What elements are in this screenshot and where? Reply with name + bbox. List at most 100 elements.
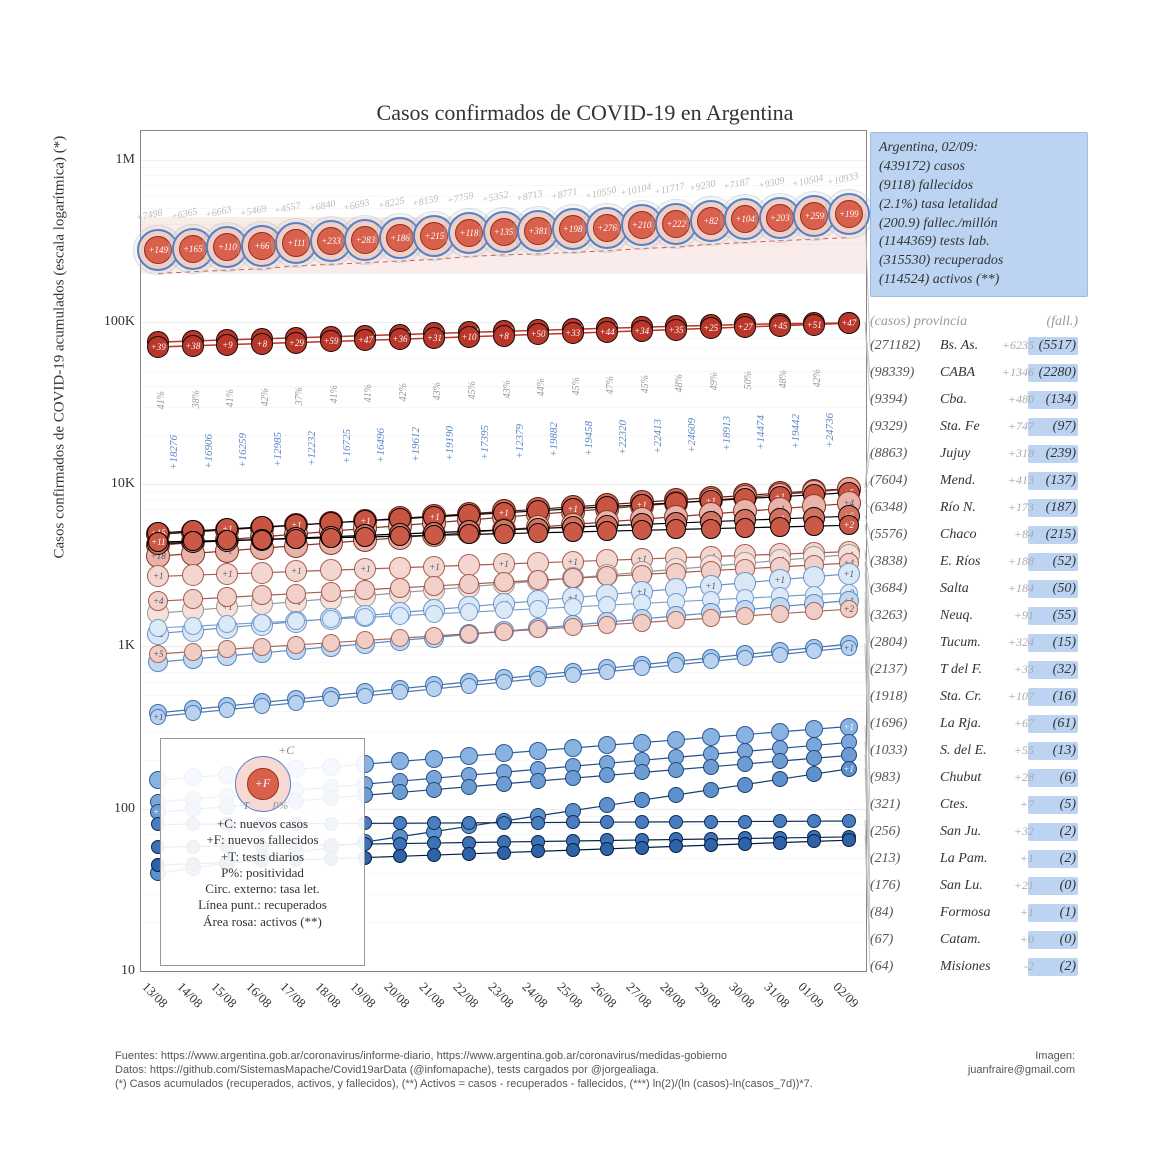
prov-cases: (9394) <box>870 392 940 408</box>
x-tick: 17/08 <box>277 979 309 1011</box>
prov-fall: (52) <box>1028 553 1078 571</box>
x-tick: 16/08 <box>243 979 275 1011</box>
x-tick: 24/08 <box>519 979 551 1011</box>
prov-header-right: (fall.) <box>1047 314 1079 330</box>
prov-fall: (16) <box>1028 688 1078 706</box>
prov-cases: (983) <box>870 770 940 786</box>
summary-recov: (315530) recuperados <box>879 252 1079 271</box>
summary-deaths: (9118) fallecidos <box>879 177 1079 196</box>
legend-label-c: +C <box>278 743 294 758</box>
prov-delta: +32 <box>1014 824 1034 839</box>
x-tick: 29/08 <box>691 979 723 1011</box>
province-row: (9394)Cba.+480(134) <box>870 386 1078 413</box>
prov-cases: (7604) <box>870 473 940 489</box>
prov-fall: (5) <box>1028 796 1078 814</box>
summary-tests: (1144369) tests lab. <box>879 233 1079 252</box>
x-tick: 19/08 <box>346 979 378 1011</box>
x-tick: 14/08 <box>174 979 206 1011</box>
x-tick: 22/08 <box>450 979 482 1011</box>
summary-active: (114524) activos (**) <box>879 271 1079 290</box>
footer-l3: (*) Casos acumulados (recuperados, activ… <box>115 1078 1075 1092</box>
data-bubble <box>427 848 441 862</box>
prov-name: Formosa <box>940 905 1028 921</box>
prov-fall: (97) <box>1028 418 1078 436</box>
data-bubble <box>497 846 511 860</box>
data-bubble <box>635 841 649 855</box>
prov-cases: (3684) <box>870 581 940 597</box>
province-row: (2137)T del F.+33(32) <box>870 656 1078 683</box>
legend-diagram: +F +C T P% <box>165 743 360 813</box>
prov-cases: (64) <box>870 959 940 975</box>
prov-delta: +188 <box>1008 554 1034 569</box>
prov-delta: +84 <box>1014 527 1034 542</box>
province-row: (3838)E. Ríos+188(52) <box>870 548 1078 575</box>
x-tick: 30/08 <box>726 979 758 1011</box>
x-tick: 23/08 <box>484 979 516 1011</box>
prov-cases: (1918) <box>870 689 940 705</box>
province-row: (67)Catam.+0(0) <box>870 926 1078 953</box>
y-tick: 10K <box>111 476 135 492</box>
province-row: (1696)La Rja.+67(61) <box>870 710 1078 737</box>
prov-cases: (84) <box>870 905 940 921</box>
prov-delta: +747 <box>1008 419 1034 434</box>
footer-r2: juanfraire@gmail.com <box>968 1064 1075 1076</box>
legend-label-t: T <box>243 800 249 814</box>
prov-name: Catam. <box>940 932 1028 948</box>
prov-delta: +107 <box>1008 689 1034 704</box>
prov-cases: (3838) <box>870 554 940 570</box>
x-tick: 13/08 <box>139 979 171 1011</box>
summary-cases: (439172) casos <box>879 158 1079 177</box>
y-tick: 1M <box>116 152 135 168</box>
prov-fall: (13) <box>1028 742 1078 760</box>
prov-delta: +55 <box>1014 743 1034 758</box>
prov-fall: (2280) <box>1028 364 1078 382</box>
prov-delta: +28 <box>1014 770 1034 785</box>
summary-box: Argentina, 02/09: (439172) casos (9118) … <box>870 132 1088 297</box>
legend-l1: +C: nuevos casos <box>165 816 360 832</box>
legend-l3: +T: tests diarios <box>165 849 360 865</box>
data-bubble <box>600 842 614 856</box>
prov-cases: (3263) <box>870 608 940 624</box>
prov-fall: (32) <box>1028 661 1078 679</box>
summary-date: Argentina, 02/09: <box>879 139 1079 158</box>
footer-l2: Datos: https://github.com/SistemasMapach… <box>115 1064 1075 1078</box>
data-bubble <box>807 834 821 848</box>
summary-dpm: (200.9) fallec./millón <box>879 215 1079 234</box>
y-tick: 1K <box>118 638 135 654</box>
prov-fall: (187) <box>1028 499 1078 517</box>
prov-delta: +324 <box>1008 635 1034 650</box>
prov-cases: (8863) <box>870 446 940 462</box>
province-row: (98339)CABA+1346(2280) <box>870 359 1078 386</box>
footer-r1: Imagen: <box>1035 1050 1075 1062</box>
y-tick: 100K <box>104 314 135 330</box>
prov-delta: +1 <box>1020 905 1034 920</box>
prov-cases: (6348) <box>870 500 940 516</box>
province-row: (7604)Mend.+413(137) <box>870 467 1078 494</box>
province-row: (983)Chubut+28(6) <box>870 764 1078 791</box>
prov-cases: (321) <box>870 797 940 813</box>
province-row: (213)La Pam.+1(2) <box>870 845 1078 872</box>
x-tick: 26/08 <box>588 979 620 1011</box>
data-bubble <box>704 838 718 852</box>
legend-l6: Línea punt.: recuperados <box>165 897 360 913</box>
prov-fall: (6) <box>1028 769 1078 787</box>
x-tick: 18/08 <box>312 979 344 1011</box>
prov-cases: (67) <box>870 932 940 948</box>
prov-fall: (239) <box>1028 445 1078 463</box>
prov-delta: +67 <box>1014 716 1034 731</box>
prov-delta: +413 <box>1008 473 1034 488</box>
prov-delta: +21 <box>1014 878 1034 893</box>
prov-name: Misiones <box>940 959 1028 975</box>
prov-fall: (5517) <box>1028 337 1078 355</box>
prov-fall: (50) <box>1028 580 1078 598</box>
data-bubble <box>462 847 476 861</box>
data-bubble <box>773 836 787 850</box>
x-tick: 21/08 <box>415 979 447 1011</box>
prov-delta: +318 <box>1008 446 1034 461</box>
prov-delta: +173 <box>1008 500 1034 515</box>
x-axis: 13/0814/0815/0816/0817/0818/0819/0820/08… <box>140 975 865 1035</box>
province-row: (84)Formosa+1(1) <box>870 899 1078 926</box>
y-axis-label: Casos confirmados de COVID-19 acumulados… <box>52 136 69 559</box>
data-bubble <box>531 844 545 858</box>
legend-label-p: P% <box>272 800 288 814</box>
